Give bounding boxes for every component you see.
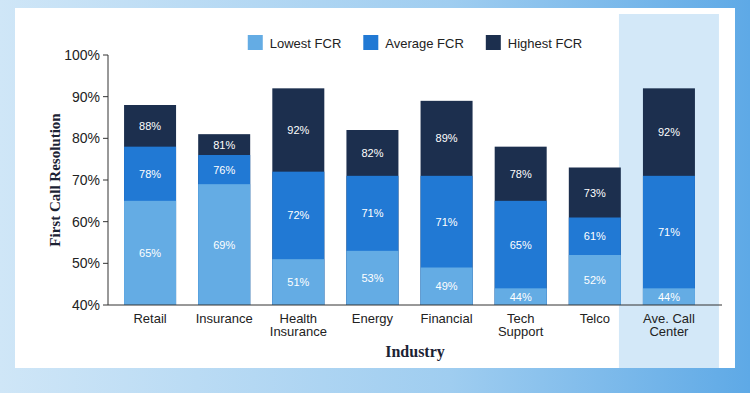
data-label: 69%: [213, 239, 235, 251]
y-tick-label: 80%: [72, 130, 100, 146]
x-tick-label-line: Telco: [580, 311, 610, 326]
y-tick: [103, 138, 108, 139]
data-label: 88%: [139, 120, 161, 132]
page: {"chart_data": {"type": "bar", "x_label"…: [0, 0, 750, 393]
chart: 65% 69% 51% 53% 49% 44% 52% 44% 78% 76% 72% 71% 71% 6…: [0, 0, 750, 393]
bar: [421, 268, 473, 306]
legend: Lowest FCR Average FCR Highest FCR: [248, 35, 582, 51]
y-tick-label: 60%: [72, 214, 100, 230]
data-label: 65%: [139, 247, 161, 259]
y-tick-label: 70%: [72, 172, 100, 188]
data-label: 92%: [287, 124, 309, 136]
data-label: 51%: [287, 276, 309, 288]
bar: [198, 184, 250, 305]
bar: [198, 134, 250, 305]
x-tick-label-line: Center: [649, 324, 689, 339]
x-tick-label-line: Insurance: [270, 324, 327, 339]
y-tick-label: 100%: [64, 47, 100, 63]
bar: [272, 172, 324, 305]
legend-swatch: [363, 35, 378, 50]
x-tick-label: Energy: [352, 311, 394, 326]
x-tick-label: Ave. CallCenter: [643, 311, 695, 339]
y-tick-label: 50%: [72, 255, 100, 271]
legend-label: Lowest FCR: [270, 36, 342, 51]
data-label: 76%: [213, 164, 235, 176]
bar: [569, 218, 621, 306]
data-label: 71%: [436, 216, 458, 228]
legend-swatch: [486, 35, 501, 50]
x-tick-label: TechSupport: [498, 311, 544, 339]
data-label: 72%: [287, 209, 309, 221]
data-label: 44%: [658, 291, 680, 303]
x-tick-label: Financial: [421, 311, 473, 326]
bar: [346, 176, 398, 305]
panel: [15, 8, 735, 368]
y-tick: [103, 55, 108, 56]
y-tick-label: 40%: [72, 297, 100, 313]
bar: [346, 251, 398, 305]
data-label: 89%: [436, 132, 458, 144]
data-label: 81%: [213, 139, 235, 151]
data-label: 49%: [436, 280, 458, 292]
bar: [124, 147, 176, 305]
y-axis-title: First Call Resolution: [47, 113, 63, 247]
bar: [124, 105, 176, 305]
bar: [643, 176, 695, 305]
data-label: 71%: [361, 207, 383, 219]
data-label: 82%: [361, 147, 383, 159]
y-tick: [103, 305, 108, 306]
data-label: 71%: [658, 226, 680, 238]
bar: [569, 168, 621, 306]
legend-label: Highest FCR: [508, 36, 582, 51]
data-label: 78%: [139, 168, 161, 180]
x-tick-label: Insurance: [196, 311, 253, 326]
x-tick-label-line: Financial: [421, 311, 473, 326]
x-tick-label-line: Energy: [352, 311, 394, 326]
bar: [569, 255, 621, 305]
bar: [124, 201, 176, 305]
highlight-column: [619, 14, 719, 368]
y-tick: [103, 221, 108, 222]
bar: [198, 155, 250, 305]
bar: [421, 101, 473, 305]
x-tick-label: HealthInsurance: [270, 311, 327, 339]
data-label: 52%: [584, 274, 606, 286]
y-tick-label: 90%: [72, 89, 100, 105]
bar: [643, 88, 695, 305]
bar: [495, 147, 547, 305]
data-label: 65%: [510, 239, 532, 251]
data-label: 44%: [510, 291, 532, 303]
bar: [272, 259, 324, 305]
legend-swatch: [248, 35, 263, 50]
data-labels: 65% 69% 51% 53% 49% 44% 52% 44% 78% 76% 72% 71% 71% 6…: [139, 120, 680, 303]
bars: [124, 88, 695, 305]
data-label: 78%: [510, 168, 532, 180]
y-tick: [103, 96, 108, 97]
data-label: 92%: [658, 126, 680, 138]
x-tick-label-line: Retail: [133, 311, 166, 326]
x-axis: [108, 305, 722, 306]
x-axis-title: Industry: [385, 343, 445, 361]
y-tick: [103, 263, 108, 264]
data-label: 73%: [584, 187, 606, 199]
data-label: 61%: [584, 230, 606, 242]
x-tick-label: Retail: [133, 311, 166, 326]
y-tick: [103, 180, 108, 181]
bar: [643, 288, 695, 305]
bar: [495, 201, 547, 305]
x-tick-label-line: Support: [498, 324, 544, 339]
bar: [346, 130, 398, 305]
bar: [421, 176, 473, 305]
bar: [495, 288, 547, 305]
x-tick-label: Telco: [580, 311, 610, 326]
legend-label: Average FCR: [385, 36, 464, 51]
data-label: 53%: [361, 272, 383, 284]
x-tick-label-line: Insurance: [196, 311, 253, 326]
bar: [272, 88, 324, 305]
